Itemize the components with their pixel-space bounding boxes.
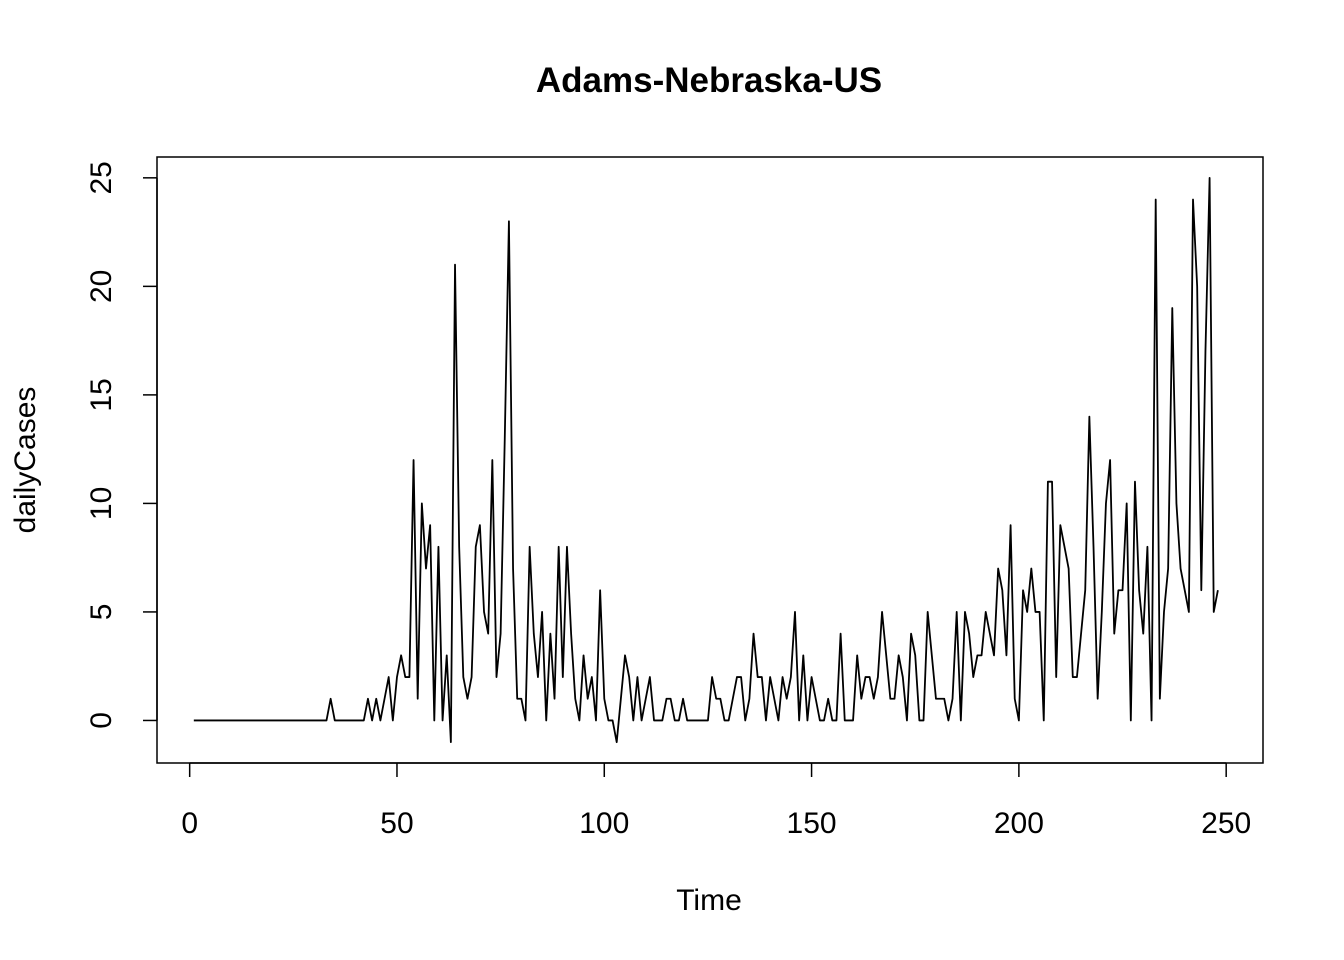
x-tick-label: 50 xyxy=(380,807,413,840)
y-tick-label: 25 xyxy=(85,161,118,194)
y-tick-label: 5 xyxy=(85,604,118,621)
y-tick-label: 20 xyxy=(85,270,118,303)
series-line xyxy=(193,176,1219,744)
y-tick-label: 0 xyxy=(85,712,118,729)
y-tick-label: 15 xyxy=(85,378,118,411)
y-axis-label: dailyCases xyxy=(9,387,42,534)
x-tick-label: 0 xyxy=(181,807,198,840)
y-axis: 0 5 10 15 20 25 xyxy=(85,161,158,729)
x-axis: 0 50 100 150 200 250 xyxy=(181,762,1251,840)
x-tick-label: 100 xyxy=(579,807,629,840)
x-axis-label: Time xyxy=(676,884,742,917)
chart-title: Adams-Nebraska-US xyxy=(536,61,882,100)
x-tick-label: 250 xyxy=(1201,807,1251,840)
x-tick-label: 200 xyxy=(994,807,1044,840)
x-tick-label: 150 xyxy=(787,807,837,840)
y-tick-label: 10 xyxy=(85,487,118,520)
